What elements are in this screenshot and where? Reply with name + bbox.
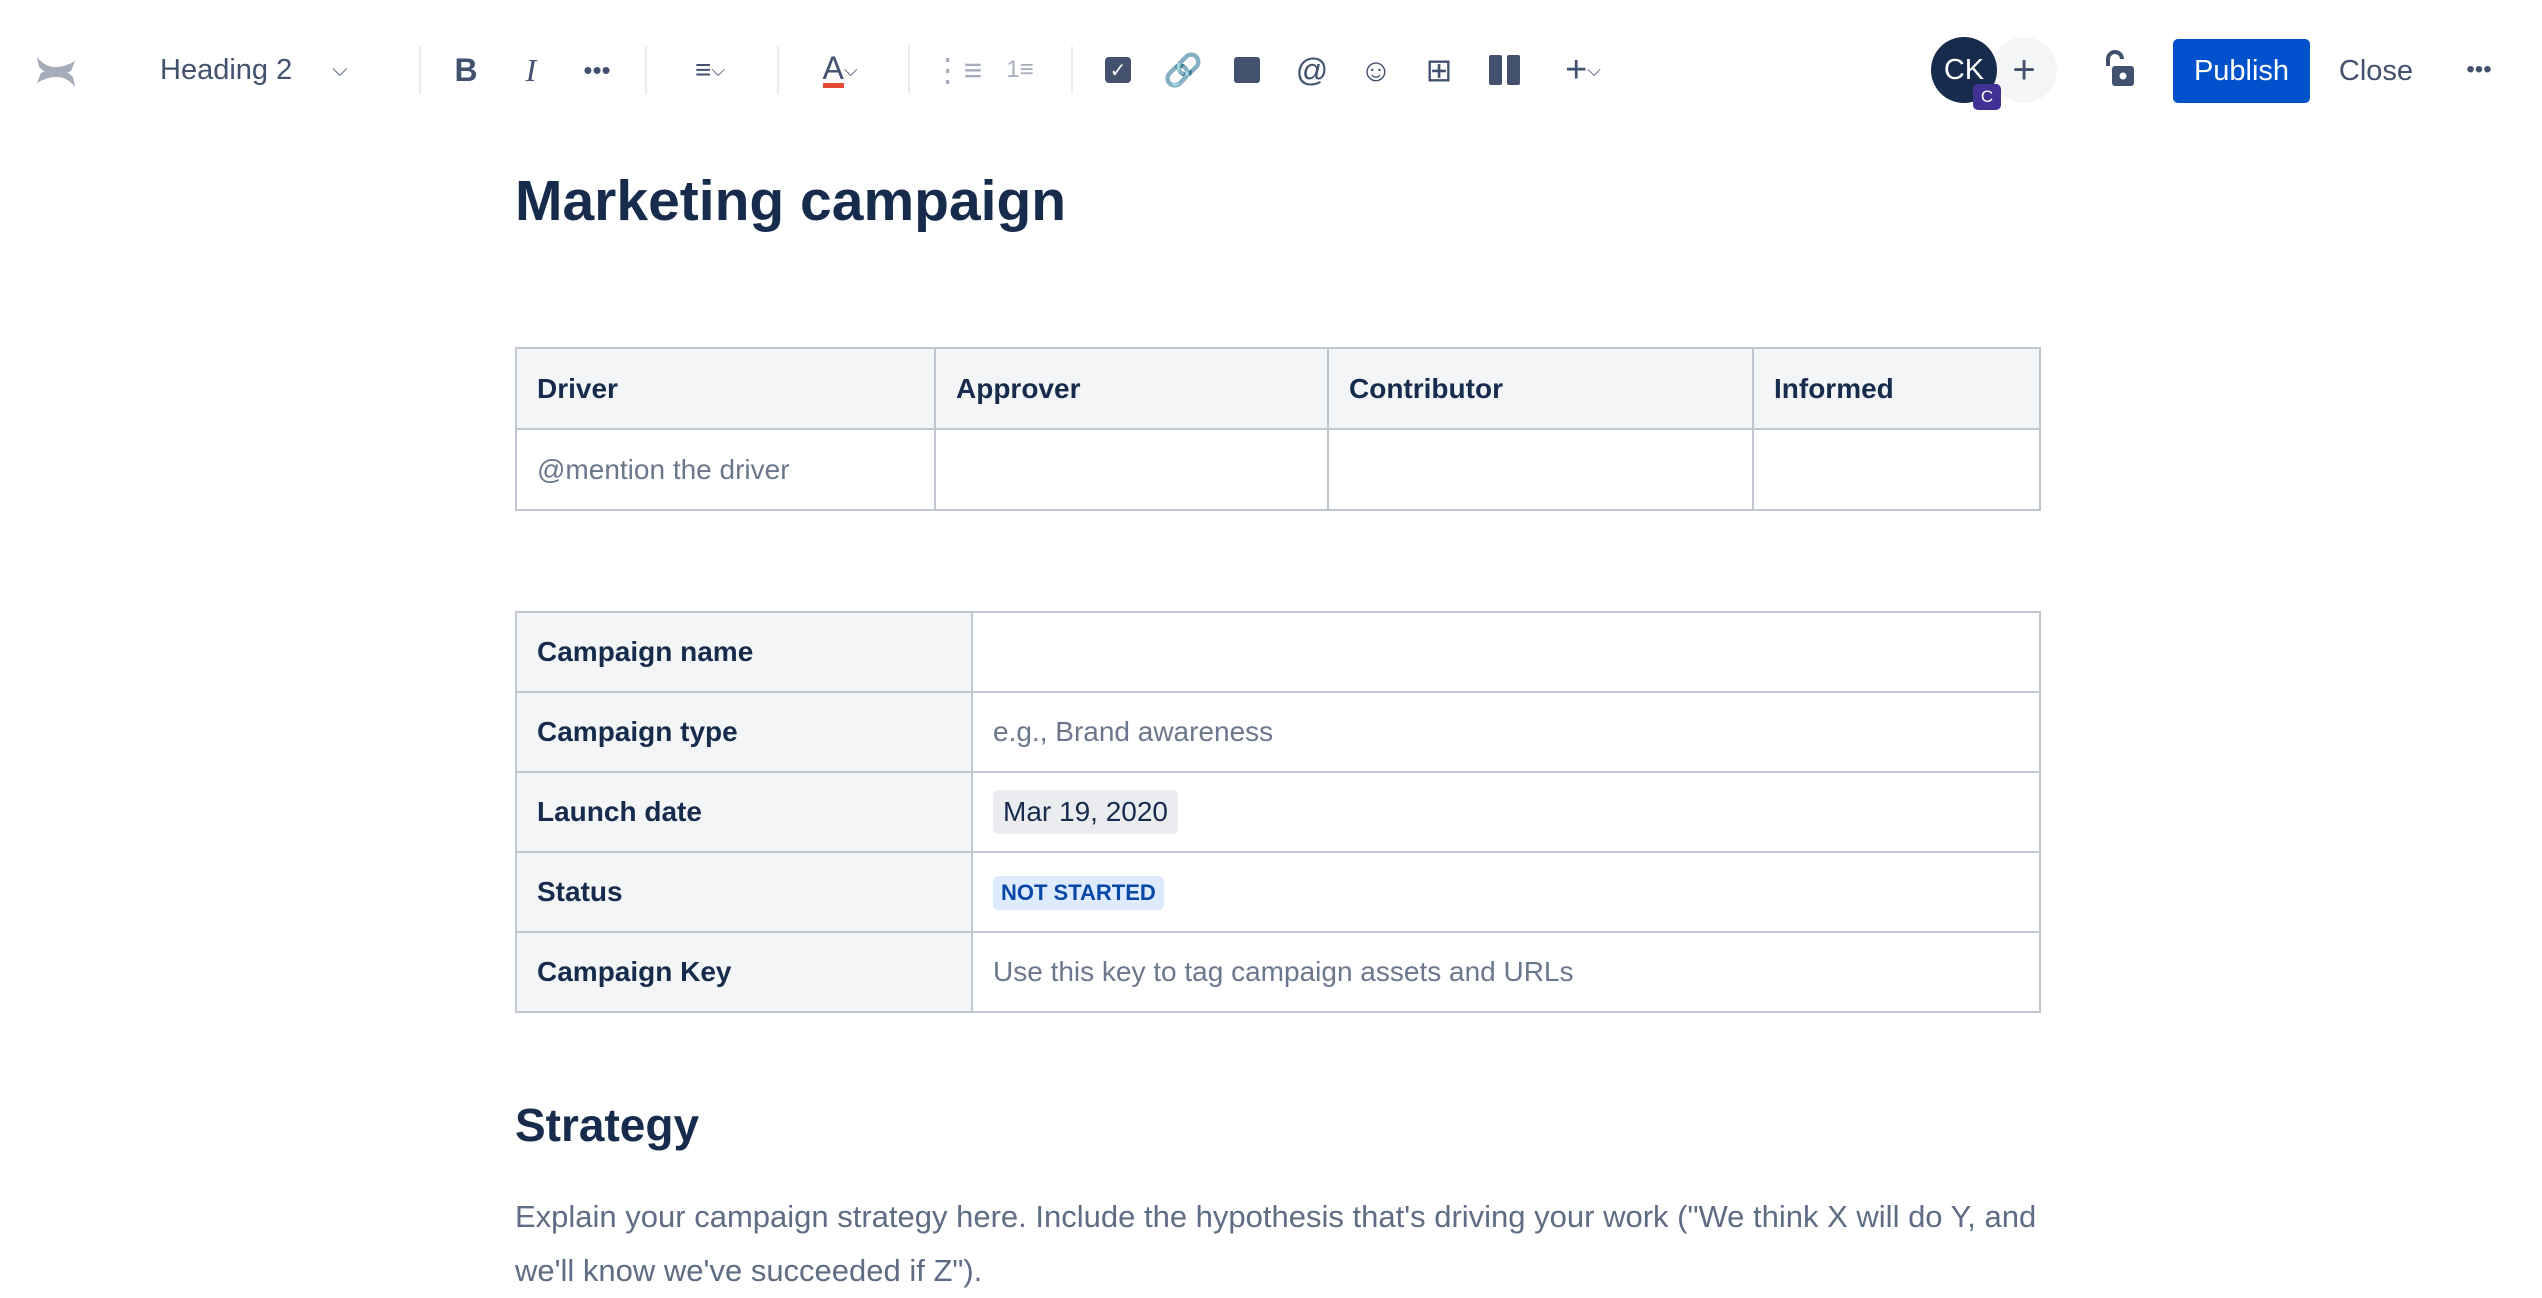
table-row: @mention the driver [515,428,2041,511]
strategy-heading[interactable]: Strategy [515,1099,700,1151]
divider [419,46,421,94]
campaign-details-table: Campaign name Campaign type e.g., Brand … [515,611,2041,1013]
bold-icon[interactable]: B [454,51,478,88]
row-label[interactable]: Launch date [515,771,973,853]
divider [1071,46,1073,94]
header-informed[interactable]: Informed [1752,347,2041,430]
numbered-list-icon[interactable]: 1≡ [1006,56,1034,83]
avatar[interactable]: CK [1931,37,1997,103]
unlock-icon[interactable] [2093,44,2145,96]
header-contributor[interactable]: Contributor [1327,347,1754,430]
header-driver[interactable]: Driver [515,347,936,430]
avatar-badge: C [1973,84,2001,110]
text-style-dropdown[interactable]: Heading 2 ⌵ [160,40,347,100]
mention-icon[interactable]: @ [1295,51,1329,88]
chevron-down-icon: ⌵ [332,58,348,81]
driver-cell[interactable]: @mention the driver [515,428,936,511]
task-icon[interactable]: ✓ [1092,44,1144,96]
row-value-cell: Mar 19, 2020 [971,771,2041,853]
bullet-list-icon[interactable]: ⋮≡ [931,52,983,88]
confluence-logo-icon[interactable] [28,44,84,100]
divider [645,46,647,94]
editor-toolbar: Heading 2 ⌵ B I ••• ≡ ⌵ A ⌵ ⋮≡ 1≡ ✓ 🔗 @ ☺ … [0,0,2542,140]
divider [777,46,779,94]
row-label[interactable]: Campaign Key [515,931,973,1013]
date-chip[interactable]: Mar 19, 2020 [993,790,1178,834]
approver-cell[interactable] [934,428,1329,511]
row-value-cell: NOT STARTED [971,851,2041,933]
header-approver[interactable]: Approver [934,347,1329,430]
contributor-cell[interactable] [1327,428,1754,511]
text-color-icon[interactable]: A ⌵ [822,49,858,88]
table-icon[interactable]: ⊞ [1425,52,1453,88]
row-value[interactable]: e.g., Brand awareness [971,691,2041,773]
divider [908,46,910,94]
row-label[interactable]: Campaign name [515,611,973,693]
image-icon[interactable] [1221,44,1273,96]
link-icon[interactable]: 🔗 [1163,52,1203,88]
table-row: Status NOT STARTED [515,851,2041,933]
row-value[interactable]: Use this key to tag campaign assets and … [971,931,2041,1013]
table-row: Campaign type e.g., Brand awareness [515,691,2041,773]
more-formatting-icon[interactable]: ••• [583,54,611,85]
table-row: Campaign Key Use this key to tag campaig… [515,931,2041,1013]
align-icon[interactable]: ≡ ⌵ [695,54,725,85]
row-label[interactable]: Status [515,851,973,933]
publish-button[interactable]: Publish [2173,39,2310,103]
strategy-text[interactable]: Explain your campaign strategy here. Inc… [515,1199,2037,1288]
page-title[interactable]: Marketing campaign [515,169,1067,233]
daci-table: Driver Approver Contributor Informed @me… [515,347,2041,511]
layout-icon[interactable] [1478,44,1530,96]
invite-button[interactable]: + [1991,37,2057,103]
status-badge[interactable]: NOT STARTED [993,875,1164,910]
emoji-icon[interactable]: ☺ [1359,51,1393,88]
italic-icon[interactable]: I [525,51,537,88]
more-actions-icon[interactable]: ••• [2466,56,2492,83]
table-row: Launch date Mar 19, 2020 [515,771,2041,853]
text-style-label: Heading 2 [160,53,293,86]
table-row: Campaign name [515,611,2041,693]
row-value[interactable] [971,611,2041,693]
table-header-row: Driver Approver Contributor Informed [515,347,2041,430]
close-button[interactable]: Close [2338,54,2414,87]
insert-icon[interactable]: + ⌵ [1565,48,1601,91]
informed-cell[interactable] [1752,428,2041,511]
row-label[interactable]: Campaign type [515,691,973,773]
